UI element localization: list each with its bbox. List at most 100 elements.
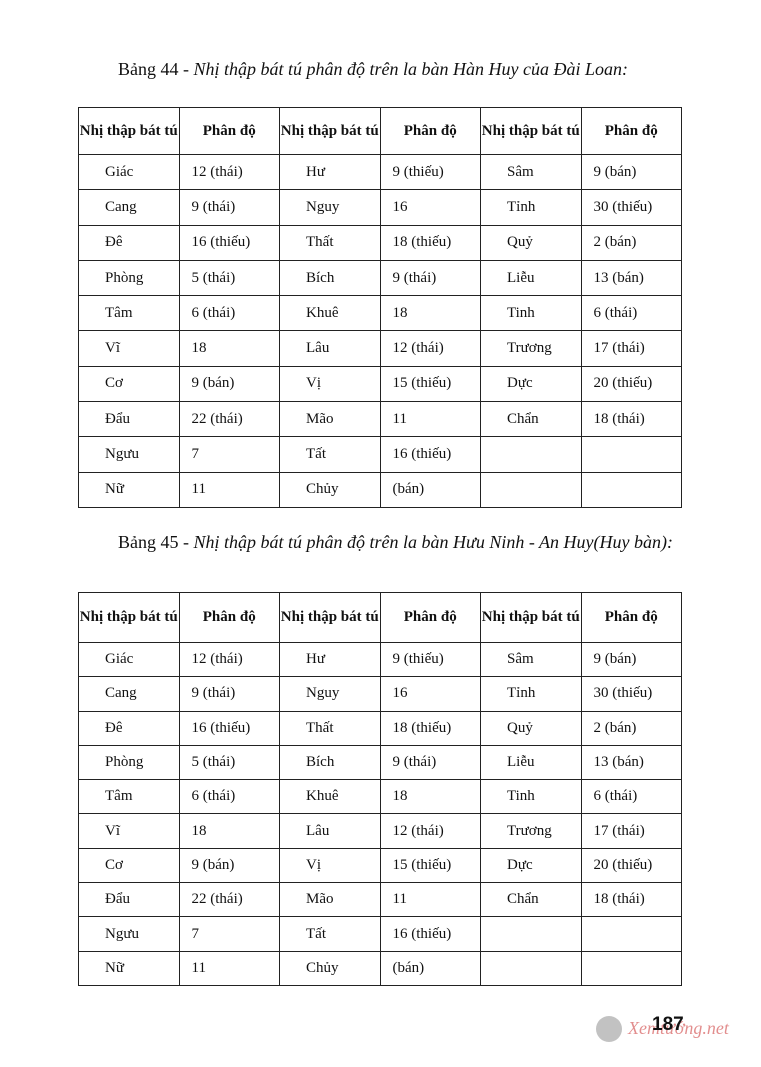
table-cell: 16 (thiếu) [178,710,280,746]
table-cell: Mão [279,882,381,918]
table-row: Đê 16 (thiếu) Thất 18 (thiếu) Quỷ 2 (bán) [78,224,682,261]
table-cell: Bích [279,744,381,781]
table-cell: Vị [279,847,381,884]
table-cell: 9 (thái) [379,259,481,297]
table-cell [580,471,682,508]
table-cell: Giác [78,153,180,191]
table-cell: Vị [279,365,381,403]
table-cell: Liễu [480,259,582,297]
table-cell: Giác [78,641,180,678]
watermark-logo [596,1016,622,1042]
table-cell: Tất [279,436,381,473]
table-cell: 5 (thái) [178,744,280,781]
table-cell: 9 (bán) [580,641,682,678]
table-cell: Chẩn [480,401,582,438]
table-cell: Ngưu [78,436,180,473]
table-cell: Tâm [78,779,180,815]
table-cell [480,950,582,986]
table-cell: Tâm [78,295,180,332]
table-cell [480,916,582,952]
table-cell: 2 (bán) [580,224,682,261]
table-cell: 9 (thái) [178,676,280,712]
table-row: Ngưu 7 Tất 16 (thiếu) [78,436,682,473]
table-cell: 18 [178,813,280,849]
table-cell: Lâu [279,330,381,367]
table-cell: Nguy [279,676,381,712]
table-cell: Lâu [279,813,381,849]
table-cell: Tinh [480,295,582,332]
header-cell: Nhị thập bát tú [480,107,582,155]
table-cell: Phòng [78,259,180,297]
table-cell: 11 [178,950,280,986]
table-cell: Cơ [78,365,180,403]
table-cell: 9 (thái) [178,189,280,226]
table-row: Tâm 6 (thái) Khuê 18 Tinh 6 (thái) [78,295,682,332]
header-cell: Phân độ [178,592,280,643]
table-cell: Nữ [78,950,180,986]
table-row: Vĩ 18 Lâu 12 (thái) Trương 17 (thái) [78,330,682,367]
table-row: Nữ 11 Chủy (bán) [78,950,682,986]
table-cell: 16 [379,676,481,712]
table-cell: 12 (thái) [379,330,481,367]
table-cell: Cang [78,189,180,226]
table-row: Cang 9 (thái) Nguy 16 Tỉnh 30 (thiếu) [78,676,682,712]
table-cell: Đê [78,224,180,261]
table-cell [480,436,582,473]
table-row: Đẩu 22 (thái) Mão 11 Chẩn 18 (thái) [78,401,682,438]
table-cell: 16 (thiếu) [379,436,481,473]
table-cell: 9 (bán) [580,153,682,191]
header-cell: Nhị thập bát tú [279,107,381,155]
table-cell: 9 (bán) [178,365,280,403]
table-cell [580,436,682,473]
table-cell: Chẩn [480,882,582,918]
table-cell: 18 [379,779,481,815]
table-cell: 5 (thái) [178,259,280,297]
table-cell: Thất [279,224,381,261]
table-cell: Dực [480,365,582,403]
table-cell: 9 (thiếu) [379,641,481,678]
table-cell: Quỷ [480,710,582,746]
table-cell: Đê [78,710,180,746]
caption-text: Nhị thập bát tú phân độ trên la bàn Hàn … [193,59,629,79]
table-cell: Phòng [78,744,180,781]
table-cell: 15 (thiếu) [379,847,481,884]
table-row: Phòng 5 (thái) Bích 9 (thái) Liễu 13 (bán) [78,259,682,297]
header-row: Nhị thập bát tú Phân độ Nhị thập bát tú Phâ… [78,107,682,155]
table-cell: 20 (thiếu) [580,847,682,884]
table-cell: Tỉnh [480,676,582,712]
table-cell: 11 [178,471,280,508]
header-cell: Phân độ [379,592,481,643]
caption: Bảng 44 - Nhị thập bát tú phân độ trên l… [78,58,688,81]
table-cell: (bán) [379,950,481,986]
header-cell: Nhị thập bát tú [78,592,180,643]
caption-label: Bảng 45 - [118,532,194,552]
table-cell: Khuê [279,295,381,332]
table-cell: 11 [379,401,481,438]
header-cell: Phân độ [580,107,682,155]
table-cell: Trương [480,813,582,849]
table-cell: 20 (thiếu) [580,365,682,403]
table-cell: Quỷ [480,224,582,261]
table-row: Đẩu 22 (thái) Mão 11 Chẩn 18 (thái) [78,882,682,918]
table-cell: Đẩu [78,401,180,438]
table-cell: 17 (thái) [580,330,682,367]
table-row: Nữ 11 Chủy (bán) [78,471,682,508]
table-cell: Chủy [279,950,381,986]
table-cell: Dực [480,847,582,884]
table-cell: 11 [379,882,481,918]
table-cell: Nữ [78,471,180,508]
table-cell: 7 [178,436,280,473]
table: Nhị thập bát tú Phân độ Nhị thập bát tú Phâ… [78,592,682,986]
table-cell [580,916,682,952]
table-cell: 9 (thái) [379,744,481,781]
table-cell: Khuê [279,779,381,815]
caption-label: Bảng 44 - [118,59,194,79]
table-cell: 16 (thiếu) [178,224,280,261]
table-cell: Ngưu [78,916,180,952]
header-cell: Phân độ [379,107,481,155]
table-cell: 2 (bán) [580,710,682,746]
table-cell: Hư [279,153,381,191]
table-cell: Tinh [480,779,582,815]
table-cell: 30 (thiếu) [580,676,682,712]
table-row: Ngưu 7 Tất 16 (thiếu) [78,916,682,952]
